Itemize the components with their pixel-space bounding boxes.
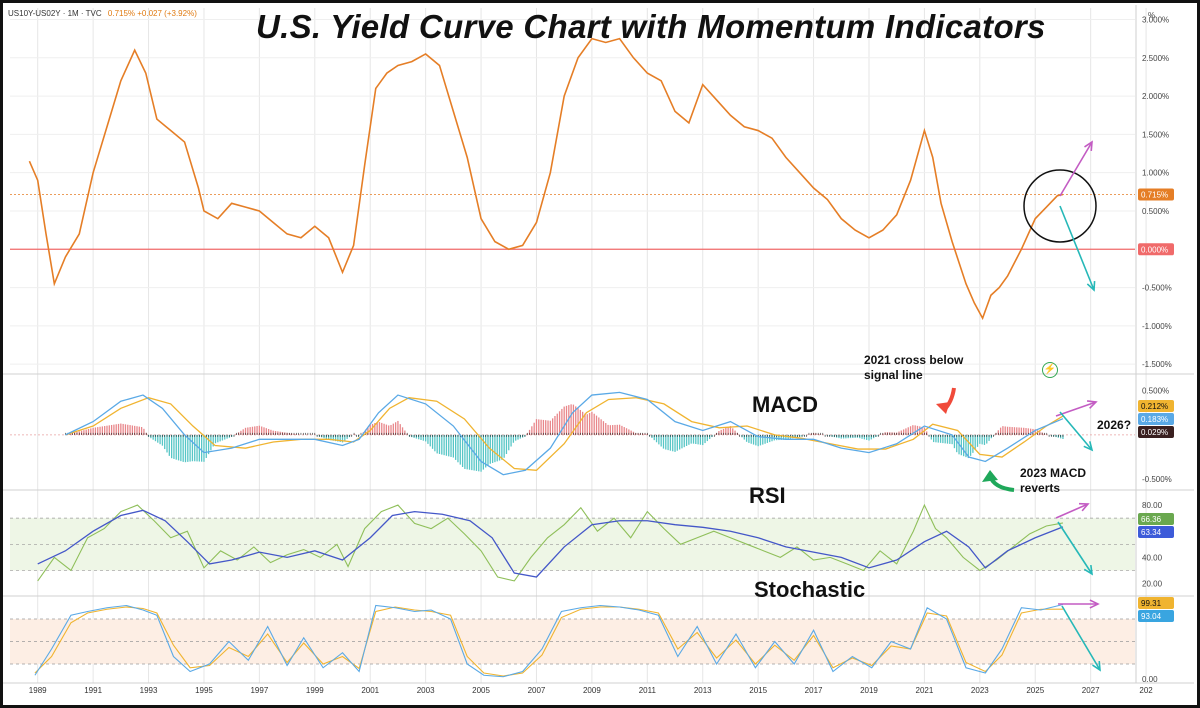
y-tick-label: -0.500%	[1142, 475, 1172, 484]
x-tick-label: 2003	[417, 686, 435, 695]
highlight-circle	[1023, 169, 1097, 243]
y-tick-label: 0.500%	[1142, 207, 1169, 216]
cross-annotation-line2: signal line	[864, 368, 923, 382]
stoch-up-arrow-head	[1089, 599, 1100, 609]
x-tick-label: 2001	[361, 686, 379, 695]
signal-value-badge-bg	[1138, 400, 1174, 412]
y-tick-label: 0.500%	[1142, 387, 1169, 396]
macd-up-arrow-head	[1086, 400, 1098, 409]
down-arrow	[1059, 205, 1095, 291]
macd-down-arrow	[1059, 411, 1093, 451]
macd-value-badge: 0.183%	[1141, 415, 1168, 424]
red-arrow-head	[936, 402, 950, 414]
up-arrow	[1059, 141, 1093, 197]
stochastic-label: Stochastic	[754, 577, 866, 602]
x-tick-label: 2027	[1082, 686, 1100, 695]
rsi-up-arrow-head	[1078, 502, 1090, 512]
x-tick-label: 1997	[250, 686, 268, 695]
y-tick-label: 1.000%	[1142, 169, 1169, 178]
y-tick-label: 20.00	[1142, 580, 1163, 589]
rsi-ma-value-badge-bg	[1138, 526, 1174, 538]
y-tick-label: 80.00	[1142, 501, 1163, 510]
y-tick-label: 2.000%	[1142, 92, 1169, 101]
x-tick-label: 2013	[694, 686, 712, 695]
up-arrow-head	[1084, 140, 1093, 152]
rsi-line	[37, 503, 1064, 582]
y-tick-label: 40.00	[1142, 553, 1163, 562]
last-value-badge-bg	[1138, 188, 1174, 201]
x-tick-label: 2009	[583, 686, 601, 695]
macd-up-arrow	[1055, 401, 1097, 417]
x-tick-label: 2011	[639, 686, 657, 695]
x-tick-label: 1989	[29, 686, 47, 695]
x-tick-label: 2021	[916, 686, 934, 695]
cross-annotation: 2021 cross below signal line	[864, 353, 963, 383]
symbol-text: US10Y-US02Y · 1M · TVC	[8, 9, 102, 18]
macd-line	[65, 391, 1064, 476]
revert-annotation-line2: reverts	[1020, 481, 1061, 495]
x-tick-label: 202	[1139, 686, 1153, 695]
y-tick-label: 2.500%	[1142, 54, 1169, 63]
signal-value-badge: 0.212%	[1141, 402, 1168, 411]
rsi-down-arrow-head	[1083, 564, 1094, 576]
histogram-value-badge: 0.029%	[1141, 428, 1168, 437]
y-tick-label: 1.500%	[1142, 130, 1169, 139]
y-tick-label: -1.000%	[1142, 322, 1172, 331]
y-tick-label: 3.000%	[1142, 15, 1169, 24]
x-tick-label: 2007	[528, 686, 546, 695]
revert-annotation-line1: 2023 MACD	[1020, 466, 1087, 480]
x-tick-label: 2023	[971, 686, 989, 695]
x-tick-label: 2015	[749, 686, 767, 695]
y-tick-label: -0.500%	[1142, 284, 1172, 293]
rsi-label: RSI	[749, 483, 786, 508]
stoch-k-value-badge-bg	[1138, 597, 1174, 609]
x-tick-label: 2019	[860, 686, 878, 695]
rsi-value-badge: 66.36	[1141, 515, 1162, 524]
x-tick-label: 1991	[84, 686, 102, 695]
y-tick-label: 0.00	[1142, 675, 1158, 684]
stoch-k-line	[34, 603, 1064, 678]
macd-down-arrow-head	[1083, 441, 1094, 452]
stoch-k-value-badge: 99.31	[1141, 599, 1162, 608]
rsi-ma-line	[37, 509, 1064, 578]
chart-title: U.S. Yield Curve Chart with Momentum Ind…	[256, 8, 1046, 45]
histogram-value-badge-bg	[1138, 426, 1174, 438]
stoch-d-value-badge-bg	[1138, 610, 1174, 622]
revert-annotation: 2023 MACD reverts	[1020, 466, 1086, 496]
change-text: 0.715% +0.027 (+3.92%)	[107, 9, 197, 18]
x-tick-label: 2025	[1026, 686, 1044, 695]
x-tick-label: 1995	[195, 686, 213, 695]
rsi-up-arrow	[1055, 503, 1089, 519]
y-tick-label: -1.500%	[1142, 360, 1172, 369]
stoch-d-value-badge: 93.04	[1141, 612, 1162, 621]
macd-label: MACD	[752, 392, 818, 417]
stoch-d-line	[34, 606, 1063, 677]
question-annotation: 2026?	[1097, 418, 1132, 432]
green-arrow-head	[982, 470, 998, 482]
rsi-down-arrow	[1057, 521, 1093, 575]
rsi-ma-value-badge: 63.34	[1141, 528, 1162, 537]
zero-badge: 0.000%	[1141, 245, 1168, 254]
x-tick-label: 2005	[472, 686, 490, 695]
last-value-badge: 0.715%	[1141, 191, 1168, 200]
down-arrow-head	[1086, 280, 1096, 292]
macd-value-badge-bg	[1138, 413, 1174, 425]
yield-spread-line	[28, 37, 1064, 321]
x-tick-label: 1993	[140, 686, 158, 695]
symbol-header: US10Y-US02Y · 1M · TVC 0.715% +0.027 (+3…	[8, 9, 197, 18]
bolt-icon[interactable]: ⚡	[1042, 362, 1058, 378]
unit-label: %	[1148, 11, 1156, 20]
x-tick-label: 2017	[805, 686, 823, 695]
stoch-down-arrow	[1061, 605, 1101, 671]
stoch-down-arrow-head	[1092, 660, 1101, 672]
cross-annotation-line1: 2021 cross below	[864, 353, 964, 367]
zero-badge-bg	[1138, 243, 1174, 256]
x-tick-label: 1999	[306, 686, 324, 695]
rsi-value-badge-bg	[1138, 513, 1174, 525]
